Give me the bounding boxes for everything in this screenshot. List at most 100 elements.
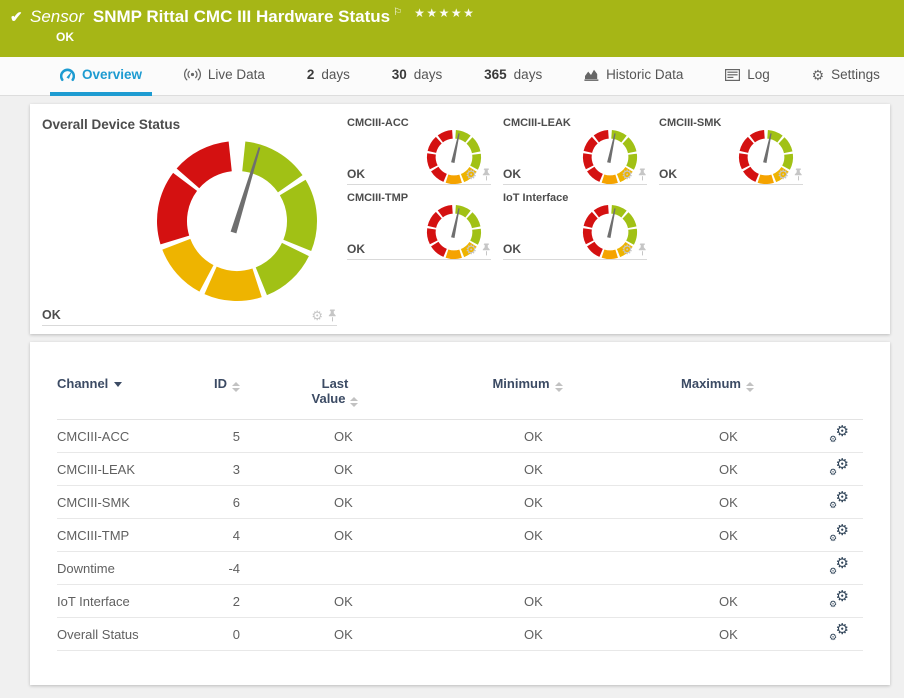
status-value: OK	[503, 167, 521, 181]
pin-icon[interactable]	[482, 243, 491, 256]
table-row[interactable]: Overall Status 0 OK OK OK ⚙ ⚙	[57, 617, 863, 651]
pin-icon[interactable]	[482, 168, 491, 181]
tab-bar: Overview Live Data 2 days 30 days 365 da…	[0, 57, 904, 96]
table-row[interactable]: IoT Interface 2 OK OK OK ⚙ ⚙	[57, 584, 863, 618]
channel-table: Channel ID Last Value Minimum Maximum	[57, 372, 863, 651]
channel-name: CMCIII-ACC	[57, 428, 130, 444]
channel-gauge-tile-3: CMCIII-SMK OK ⚙	[659, 117, 807, 187]
column-header-id[interactable]: ID	[202, 372, 240, 420]
tab-settings[interactable]: ⚙ Settings	[811, 66, 880, 83]
column-header-actions	[810, 372, 863, 420]
channel-settings-icon[interactable]: ⚙ ⚙	[829, 621, 849, 642]
channel-last-value	[240, 552, 430, 585]
page-content: Overall Device Status OK ⚙ CMCIII	[0, 96, 904, 685]
table-row[interactable]: CMCIII-SMK 6 OK OK OK ⚙ ⚙	[57, 485, 863, 519]
status-value: OK	[659, 167, 677, 181]
status-value: OK	[347, 167, 365, 181]
tab-365-days[interactable]: 365 days	[484, 67, 543, 82]
channel-name: IoT Interface	[57, 593, 130, 609]
channel-status-gauge	[426, 204, 482, 260]
status-value: OK	[503, 242, 521, 256]
channel-settings-icon[interactable]: ⚙ ⚙	[829, 456, 849, 477]
object-kind-label: Sensor	[30, 7, 84, 26]
channel-status-gauge	[738, 129, 794, 185]
gauge-title: Overall Device Status	[42, 117, 181, 132]
sensor-title: SNMP Rittal CMC III Hardware Status	[92, 7, 391, 26]
column-header-channel[interactable]: Channel	[57, 372, 202, 420]
gear-icon: ⚙	[811, 66, 825, 83]
tab-live-data[interactable]: Live Data	[174, 57, 275, 96]
pin-icon[interactable]	[638, 168, 647, 181]
channel-id: 5	[232, 428, 240, 444]
table-row[interactable]: CMCIII-LEAK 3 OK OK OK ⚙ ⚙	[57, 452, 863, 486]
gear-icon[interactable]: ⚙	[621, 167, 633, 182]
gauge-title: CMCIII-LEAK	[503, 117, 571, 129]
tab-log[interactable]: Log	[715, 57, 780, 96]
gear-icon[interactable]: ⚙	[465, 167, 477, 182]
status-value: OK	[347, 242, 365, 256]
channel-id: 4	[232, 527, 240, 543]
gauge-title: CMCIII-TMP	[347, 192, 409, 204]
column-header-maximum[interactable]: Maximum	[625, 372, 810, 420]
column-header-minimum[interactable]: Minimum	[430, 372, 625, 420]
table-row[interactable]: Downtime -4 ⚙ ⚙	[57, 551, 863, 585]
gear-icon[interactable]: ⚙	[311, 308, 323, 323]
sort-desc-icon	[114, 382, 123, 387]
tab-historic-data[interactable]: Historic Data	[574, 57, 693, 96]
channel-name: CMCIII-TMP	[57, 527, 130, 543]
sensor-status-banner: ✔ Sensor SNMP Rittal CMC III Hardware St…	[0, 0, 904, 57]
channel-minimum: OK	[524, 494, 543, 510]
gauge-title: IoT Interface	[503, 192, 569, 204]
channel-name: Overall Status	[57, 626, 139, 642]
channel-status-gauge	[582, 129, 638, 185]
channel-id: 0	[232, 626, 240, 642]
channel-gauge-tile-2: CMCIII-LEAK OK ⚙	[503, 117, 651, 187]
channel-maximum	[625, 552, 810, 585]
channel-id: 2	[232, 593, 240, 609]
channel-id: 6	[232, 494, 240, 510]
column-header-last-value[interactable]: Last Value	[240, 372, 430, 420]
tab-2-days[interactable]: 2 days	[306, 67, 350, 82]
channel-name: Downtime	[57, 560, 115, 576]
channel-id: -4	[228, 560, 240, 576]
channel-maximum: OK	[719, 428, 738, 444]
channel-minimum: OK	[524, 428, 543, 444]
overview-gauges-panel: Overall Device Status OK ⚙ CMCIII	[30, 104, 890, 334]
channel-settings-icon[interactable]: ⚙ ⚙	[829, 423, 849, 444]
channel-maximum: OK	[719, 626, 738, 642]
table-row[interactable]: CMCIII-ACC 5 OK OK OK ⚙ ⚙	[57, 419, 863, 453]
gauge-title: CMCIII-ACC	[347, 117, 409, 129]
channel-settings-icon[interactable]: ⚙ ⚙	[829, 489, 849, 510]
channel-maximum: OK	[719, 461, 738, 477]
channel-settings-icon[interactable]: ⚙ ⚙	[829, 555, 849, 576]
channel-minimum: OK	[524, 527, 543, 543]
channel-id: 3	[232, 461, 240, 477]
overall-status-gauge	[157, 141, 317, 301]
channel-settings-icon[interactable]: ⚙ ⚙	[829, 588, 849, 609]
gear-icon[interactable]: ⚙	[465, 242, 477, 257]
gear-icon[interactable]: ⚙	[777, 167, 789, 182]
channel-last-value: OK	[334, 494, 353, 510]
channel-settings-icon[interactable]: ⚙ ⚙	[829, 522, 849, 543]
channel-gauge-tile-1: CMCIII-ACC OK ⚙	[347, 117, 495, 187]
channel-last-value: OK	[334, 461, 353, 477]
channel-last-value: OK	[334, 626, 353, 642]
table-row[interactable]: CMCIII-TMP 4 OK OK OK ⚙ ⚙	[57, 518, 863, 552]
sort-icon	[350, 397, 359, 407]
tab-30-days[interactable]: 30 days	[391, 67, 443, 82]
sort-icon	[232, 382, 240, 392]
flag-icon[interactable]: ⚐	[393, 6, 403, 18]
gear-icon[interactable]: ⚙	[621, 242, 633, 257]
pin-icon[interactable]	[794, 168, 803, 181]
priority-stars[interactable]: ★★★★★	[414, 6, 476, 20]
channel-gauge-tile-4: CMCIII-TMP OK ⚙	[347, 192, 495, 262]
broadcast-icon	[183, 68, 201, 81]
channel-name: CMCIII-LEAK	[57, 461, 136, 477]
channel-maximum: OK	[719, 527, 738, 543]
pin-icon[interactable]	[638, 243, 647, 256]
tab-overview[interactable]: Overview	[50, 57, 153, 96]
channel-minimum: OK	[524, 593, 543, 609]
channel-minimum	[430, 552, 625, 585]
sensor-status-text: OK	[56, 30, 74, 44]
pin-icon[interactable]	[328, 309, 337, 322]
